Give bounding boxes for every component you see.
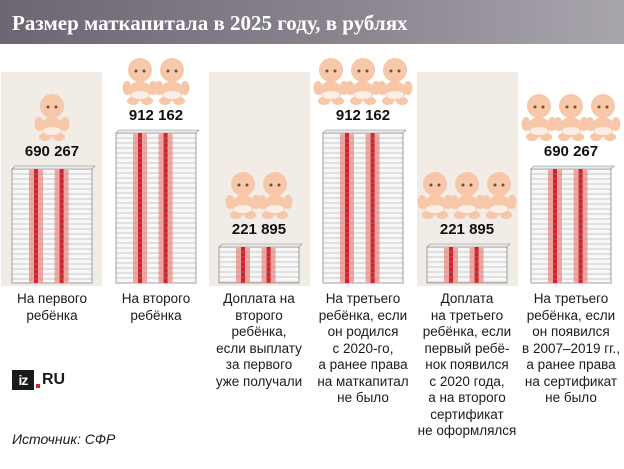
baby-icon: [34, 94, 70, 141]
category-description: Доплата на третьего ребёнка, если первый ре…: [415, 291, 519, 440]
category-description: На третьего ребёнка, если он появился в 200…: [519, 291, 623, 407]
baby-icon: [481, 172, 517, 219]
babies-group: [417, 172, 517, 219]
category-description-line: Доплата на: [223, 291, 295, 306]
category-description-line: уже получали: [215, 373, 303, 389]
babies-group: [521, 94, 621, 141]
baby-icon: [225, 172, 261, 219]
category-description-line: он родился: [327, 324, 399, 339]
chart-title: Размер маткапитала в 2025 году, в рублях: [12, 11, 408, 35]
iz-logo-box: iz: [12, 370, 34, 390]
category-description: Доплата на второго ребёнка, если выплату за …: [207, 291, 311, 390]
category-description-line: на третьего: [430, 307, 504, 323]
category-description-line: а ранее права: [318, 357, 408, 372]
category-description: На второго ребёнка: [104, 291, 208, 324]
category-description-line: сертификат: [430, 406, 504, 422]
title-bar: Размер маткапитала в 2025 году, в рублях: [0, 0, 624, 44]
category-description-line: ребёнка: [26, 307, 78, 323]
category-description-line: ребёнка, если: [526, 307, 616, 323]
money-stack-bar: [530, 165, 615, 284]
babies-group: [122, 58, 190, 105]
money-stack-bar: [322, 129, 407, 284]
baby-icon: [257, 172, 293, 219]
category-description-line: нок появился: [425, 357, 509, 372]
category-description-line: На третьего: [533, 291, 609, 306]
category-description-line: с 2020-го,: [332, 340, 394, 356]
baby-icon: [449, 172, 485, 219]
value-label: 221 895: [439, 221, 495, 238]
category-description-line: с 2020 года,: [429, 373, 505, 389]
category-description-line: он появился: [532, 324, 610, 339]
category-description-line: если выплату: [216, 340, 302, 356]
category-description-line: на сертификат: [524, 373, 618, 389]
category-description-line: На второго: [121, 291, 191, 306]
iz-logo: iz RU: [12, 370, 65, 390]
baby-icon: [553, 94, 589, 141]
value-label: 690 267: [24, 143, 80, 160]
category-description-line: ребёнка: [130, 307, 182, 323]
value-label: 912 162: [128, 107, 184, 124]
money-stack-bar: [115, 129, 200, 284]
category-description: На первого ребёнка: [0, 291, 104, 324]
category-description-line: На третьего: [325, 291, 401, 306]
category-description-line: На первого: [17, 291, 87, 306]
category-description: На третьего ребёнка, если он родился с 2020…: [311, 291, 415, 407]
category-description-line: второго: [235, 307, 283, 323]
category-description-line: Доплата: [440, 291, 494, 306]
baby-icon: [345, 58, 381, 105]
baby-icon: [585, 94, 621, 141]
iz-logo-suffix: RU: [42, 371, 66, 388]
category-description-line: ребёнка, если: [318, 307, 408, 323]
category-description-line: не было: [337, 390, 389, 405]
category-description-line: не оформлялся: [417, 423, 517, 438]
category-description-line: в 2007–2019 гг.,: [522, 340, 620, 356]
source-note: Источник: СФР: [12, 431, 116, 447]
babies-group: [313, 58, 413, 105]
category-description-line: не было: [545, 390, 597, 405]
value-label: 690 267: [543, 143, 599, 160]
money-stack-bar: [426, 243, 511, 284]
baby-icon: [377, 58, 413, 105]
babies-group: [225, 172, 293, 219]
baby-icon: [154, 58, 190, 105]
iz-logo-dot: [36, 384, 40, 388]
baby-icon: [313, 58, 349, 105]
category-description-line: первый ребё-: [424, 340, 510, 356]
baby-icon: [417, 172, 453, 219]
baby-icon: [521, 94, 557, 141]
category-description-line: ребёнка,: [231, 324, 287, 339]
money-stack-bar: [11, 165, 96, 284]
value-label: 912 162: [335, 107, 391, 124]
money-stack-bar: [218, 243, 303, 284]
category-description-line: а ранее права: [526, 357, 616, 372]
category-description-line: за первого: [225, 357, 293, 372]
category-description-line: на маткапитал: [317, 373, 409, 389]
category-description-line: ребёнка, если: [422, 324, 512, 339]
category-description-line: а на второго: [428, 390, 506, 405]
babies-group: [34, 94, 70, 141]
baby-icon: [122, 58, 158, 105]
value-label: 221 895: [231, 221, 287, 238]
